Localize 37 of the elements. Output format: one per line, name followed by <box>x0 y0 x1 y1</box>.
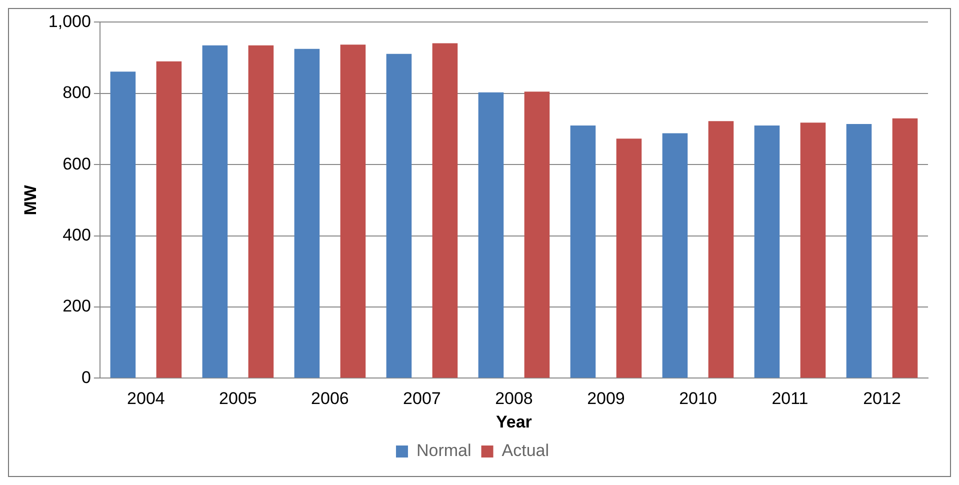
y-tick-label: 400 <box>62 225 91 244</box>
bar <box>524 92 550 378</box>
x-tick-label: 2006 <box>311 389 349 408</box>
x-tick-label: 2005 <box>219 389 257 408</box>
bar <box>294 48 320 378</box>
bar <box>110 72 136 378</box>
bar <box>478 92 504 378</box>
x-axis-title: Year <box>496 412 532 432</box>
bar <box>754 125 780 378</box>
bar <box>202 45 228 378</box>
x-tick-label: 2008 <box>495 389 533 408</box>
bar <box>432 43 458 378</box>
x-tick-label: 2011 <box>772 389 808 408</box>
y-tick-label: 1,000 <box>48 12 91 31</box>
x-tick-label: 2009 <box>587 389 625 408</box>
x-tick-label: 2007 <box>403 389 441 408</box>
bar <box>616 138 642 378</box>
x-tick-label: 2004 <box>127 389 165 408</box>
bar <box>570 125 596 378</box>
bar <box>708 121 734 378</box>
y-axis-title: MW <box>20 184 40 216</box>
y-tick-label: 200 <box>62 296 91 316</box>
bar <box>800 122 826 378</box>
bar <box>892 118 918 378</box>
legend-label: Actual <box>502 441 550 460</box>
x-tick-label: 2010 <box>679 389 717 408</box>
bar <box>248 45 274 378</box>
bar <box>340 44 366 378</box>
y-tick-label: 800 <box>62 83 91 102</box>
bar <box>846 124 872 378</box>
y-tick-label: 0 <box>81 368 91 387</box>
legend-label: Normal <box>416 441 472 460</box>
bar <box>386 54 412 378</box>
y-tick-label: 600 <box>62 154 91 174</box>
bar <box>156 61 182 378</box>
x-tick-label: 2012 <box>863 389 901 408</box>
bar <box>662 133 688 378</box>
